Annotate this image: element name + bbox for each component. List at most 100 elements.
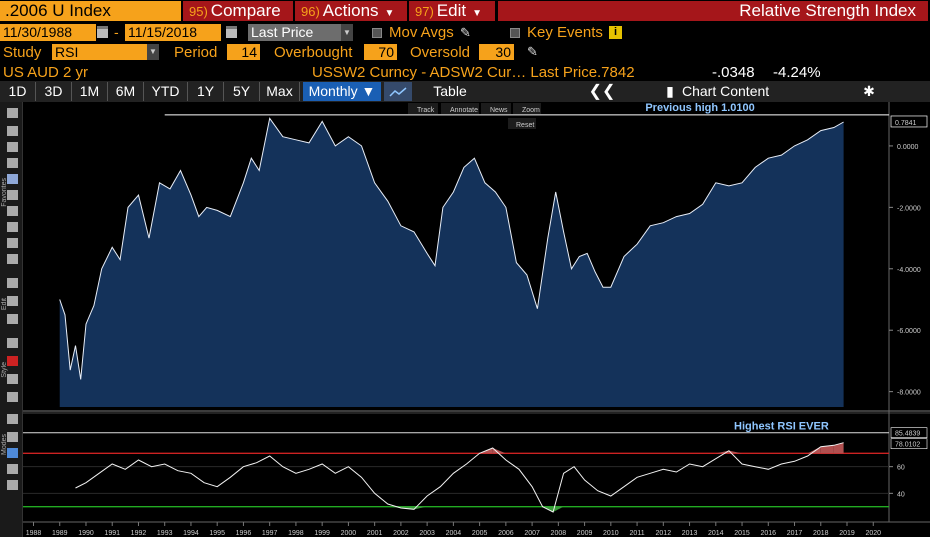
x-tick-label: 2016	[760, 530, 776, 537]
style-label: Style	[1, 362, 8, 378]
cursor-icon[interactable]	[7, 108, 18, 118]
key-events-label[interactable]: Key Events	[527, 24, 603, 41]
overbought-field[interactable]: 70	[364, 44, 397, 60]
highest-rsi-label: Highest RSI EVER	[734, 421, 829, 433]
x-tick-label: 2006	[498, 530, 514, 537]
y-tick-label: 0.0000	[897, 144, 919, 151]
period-1y[interactable]: 1Y	[188, 82, 224, 101]
x-tick-label: 1995	[209, 530, 225, 537]
vline-icon[interactable]	[7, 254, 18, 264]
chart-tool-zoom: Zoom	[522, 107, 540, 114]
weight-icon[interactable]	[7, 374, 18, 384]
fib-icon[interactable]	[7, 158, 18, 168]
frequency-label: Monthly	[308, 83, 358, 99]
pen-icon[interactable]	[7, 222, 18, 232]
x-tick-label: 2001	[367, 530, 383, 537]
period-max[interactable]: Max	[260, 82, 300, 101]
period-1d[interactable]: 1D	[0, 82, 36, 101]
chevron-down-icon[interactable]: ▼	[147, 44, 159, 60]
x-tick-label: 2003	[419, 530, 435, 537]
period-3d[interactable]: 3D	[36, 82, 72, 101]
line-chart-icon[interactable]	[384, 82, 412, 101]
x-tick-label: 2000	[341, 530, 357, 537]
rsi-line	[75, 442, 844, 513]
rsi-oversold-fill	[414, 506, 428, 510]
tool-strip: Favorites Edit Style Modes	[0, 102, 23, 537]
info-icon[interactable]: i	[609, 26, 622, 39]
compare-label: Compare	[210, 1, 281, 20]
mode-icon[interactable]	[7, 414, 18, 424]
last-value-label: 0.7841	[895, 120, 917, 127]
font-icon[interactable]	[7, 392, 18, 402]
bar-chart-icon[interactable]: ▮	[666, 83, 674, 99]
delete-icon[interactable]	[7, 314, 18, 324]
key-events-checkbox[interactable]	[510, 28, 520, 38]
edit-label: Edit	[1, 298, 8, 311]
gear-icon[interactable]: ✱	[863, 83, 875, 99]
x-tick-label: 1988	[26, 530, 42, 537]
chart-area[interactable]: Track Annotate News Zoom Reset Previous high …	[23, 102, 930, 537]
end-date-field[interactable]: 11/15/2018	[125, 24, 221, 41]
start-date-field[interactable]: 11/30/1988	[0, 24, 96, 41]
eraser-icon[interactable]	[7, 296, 18, 306]
edit-num: 97)	[415, 4, 434, 19]
x-tick-label: 2004	[446, 530, 462, 537]
period-1m[interactable]: 1M	[72, 82, 108, 101]
hline-icon[interactable]	[7, 238, 18, 248]
security-name: US AUD 2 yr	[3, 64, 89, 81]
oversold-field[interactable]: 30	[479, 44, 514, 60]
x-tick-label: 2010	[603, 530, 619, 537]
ticker-field[interactable]: .2006 U Index	[0, 1, 181, 21]
price-line	[59, 117, 844, 380]
text-icon[interactable]	[7, 190, 18, 200]
table-button[interactable]: Table	[433, 83, 467, 99]
pencil-icon[interactable]: ✎	[527, 44, 538, 59]
x-tick-label: 2017	[787, 530, 803, 537]
rsi-overbought-fill	[728, 450, 743, 454]
crosshair-icon[interactable]	[7, 432, 18, 442]
period-6m[interactable]: 6M	[108, 82, 144, 101]
period-5y[interactable]: 5Y	[224, 82, 260, 101]
draw-line-icon[interactable]	[7, 126, 18, 136]
compare-button[interactable]: 95) Compare	[183, 1, 293, 21]
collapse-left-icon[interactable]: ❮❮	[588, 83, 616, 100]
edit-label: Edit	[436, 1, 467, 20]
security-desc: USSW2 Curncy - ADSW2 Cur… Last Price	[312, 64, 598, 81]
x-tick-label: 1992	[131, 530, 147, 537]
x-tick-label: 2011	[630, 530, 645, 537]
frequency-select[interactable]: Monthly ▼	[303, 82, 381, 101]
last-value-box	[890, 115, 928, 128]
mov-avgs-label[interactable]: Mov Avgs	[389, 24, 454, 41]
arrow-icon[interactable]	[7, 142, 18, 152]
link-icon[interactable]	[7, 448, 18, 458]
x-tick-label: 1997	[262, 530, 278, 537]
mov-avgs-checkbox[interactable]	[372, 28, 382, 38]
palette-icon[interactable]	[7, 464, 18, 474]
measure-icon[interactable]	[7, 206, 18, 216]
pencil-icon[interactable]: ✎	[460, 25, 471, 40]
settings-icon[interactable]	[7, 480, 18, 490]
study-label: Study	[3, 44, 42, 61]
channel-icon[interactable]	[7, 174, 18, 184]
field-select[interactable]: Last Price	[248, 24, 341, 41]
chart-tool-news: News	[490, 107, 508, 114]
actions-button[interactable]: 96) Actions ▼	[295, 1, 407, 21]
trend-icon[interactable]	[7, 278, 18, 288]
color-icon[interactable]	[7, 356, 18, 366]
reset-button	[508, 118, 536, 129]
rsi-overbought-fill	[807, 446, 821, 454]
chart-tool-track: Track	[417, 107, 435, 114]
period-field[interactable]: 14	[227, 44, 260, 60]
period-ytd[interactable]: YTD	[144, 82, 188, 101]
calendar-icon[interactable]	[97, 26, 108, 38]
study-select[interactable]: RSI	[52, 44, 147, 60]
edit-button[interactable]: 97) Edit ▼	[409, 1, 495, 21]
chart-content-button[interactable]: Chart Content	[682, 83, 770, 99]
calendar-icon[interactable]	[226, 26, 237, 38]
chevron-down-icon[interactable]: ▼	[341, 24, 353, 41]
x-tick-label: 1998	[288, 530, 304, 537]
x-tick-label: 2007	[524, 530, 540, 537]
style-icon[interactable]	[7, 338, 18, 348]
x-tick-label: 1989	[52, 530, 68, 537]
compare-num: 95)	[189, 4, 208, 19]
